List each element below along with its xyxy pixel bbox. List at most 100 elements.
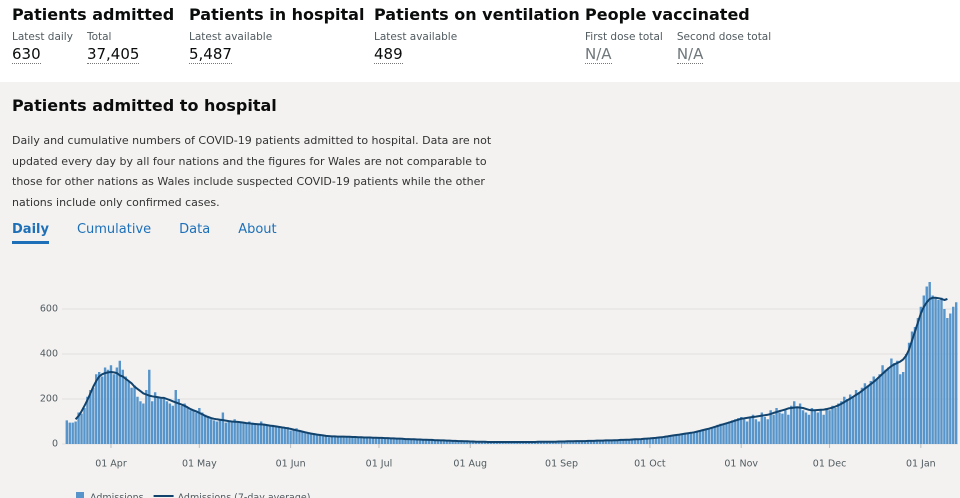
stat: People vaccinated First dose total N/A Seco… bbox=[585, 5, 771, 64]
bar bbox=[242, 422, 245, 444]
bar bbox=[127, 381, 130, 444]
bar bbox=[333, 436, 336, 444]
bar bbox=[592, 440, 596, 444]
bar bbox=[351, 436, 354, 444]
stat-label: Latest daily bbox=[12, 31, 73, 43]
bar bbox=[289, 430, 292, 444]
stat-value: 37,405 bbox=[86, 45, 140, 64]
bar bbox=[731, 420, 734, 444]
bar bbox=[795, 408, 799, 444]
bar bbox=[109, 365, 113, 444]
bar bbox=[439, 440, 443, 444]
bar bbox=[259, 421, 263, 444]
bar bbox=[215, 421, 219, 444]
bar bbox=[869, 381, 872, 444]
bar bbox=[625, 439, 628, 444]
bar bbox=[737, 418, 740, 444]
bar bbox=[221, 412, 225, 444]
y-tick-label: 200 bbox=[40, 394, 58, 405]
bar bbox=[819, 409, 822, 444]
stat-item: Total 37,405 bbox=[86, 30, 140, 64]
x-tick-label: 01 May bbox=[182, 459, 217, 470]
bar bbox=[707, 428, 711, 444]
bar bbox=[793, 401, 796, 444]
bar bbox=[922, 295, 925, 444]
bar bbox=[424, 439, 428, 444]
bar bbox=[448, 440, 451, 444]
x-tick-label: 01 Jan bbox=[906, 459, 936, 470]
tab[interactable]: About bbox=[238, 222, 277, 237]
stat-items: Latest available 5,487 bbox=[189, 30, 364, 64]
bar bbox=[554, 441, 557, 444]
stat-value: 5,487 bbox=[189, 45, 232, 64]
stat-title: Patients in hospital bbox=[189, 5, 365, 24]
bar bbox=[890, 358, 893, 444]
bar bbox=[728, 421, 731, 444]
bar bbox=[954, 302, 958, 444]
bar bbox=[371, 437, 375, 444]
bar bbox=[298, 430, 301, 444]
bar bbox=[457, 441, 460, 444]
bar bbox=[327, 437, 331, 444]
legend-label: Admissions bbox=[90, 493, 144, 498]
bar bbox=[239, 421, 242, 444]
bar bbox=[248, 421, 251, 444]
bar bbox=[666, 436, 669, 444]
bar bbox=[277, 427, 281, 444]
legend-label: Admissions (7-day average) bbox=[178, 493, 311, 498]
tab[interactable]: Data bbox=[179, 222, 211, 237]
bar bbox=[304, 431, 307, 444]
stat-label: Total bbox=[86, 31, 112, 43]
bar bbox=[569, 441, 572, 444]
bar bbox=[763, 417, 766, 444]
bar bbox=[628, 439, 631, 444]
bar bbox=[734, 419, 737, 444]
bar bbox=[695, 431, 699, 444]
bar bbox=[580, 440, 584, 444]
stat-title: Patients admitted bbox=[12, 5, 175, 24]
bar bbox=[80, 413, 83, 444]
bar bbox=[807, 414, 811, 444]
bar bbox=[148, 369, 151, 444]
bar bbox=[545, 441, 549, 444]
bar bbox=[928, 282, 931, 444]
bar bbox=[745, 421, 749, 444]
bar bbox=[566, 441, 569, 444]
bar bbox=[896, 360, 899, 444]
stat-label: First dose total bbox=[585, 31, 663, 43]
bar bbox=[153, 392, 157, 444]
tab[interactable]: Cumulative bbox=[76, 222, 152, 237]
bar bbox=[257, 424, 260, 444]
x-tick-label: 01 Jul bbox=[366, 459, 393, 470]
bar bbox=[560, 441, 563, 444]
bar bbox=[946, 318, 949, 444]
bar bbox=[907, 342, 911, 444]
bar bbox=[401, 439, 404, 444]
tab[interactable]: Daily bbox=[12, 222, 49, 244]
stat-label: Second dose total bbox=[676, 31, 772, 43]
bar bbox=[251, 422, 254, 444]
bar bbox=[421, 439, 425, 444]
bar bbox=[810, 408, 814, 444]
bar bbox=[480, 441, 484, 444]
bar bbox=[742, 419, 746, 444]
bar bbox=[310, 432, 313, 444]
bar bbox=[230, 421, 233, 444]
tabs: Daily Cumulative Data About bbox=[12, 222, 277, 244]
bar bbox=[651, 438, 655, 444]
bar bbox=[863, 383, 867, 444]
bar bbox=[607, 440, 610, 444]
bar bbox=[837, 403, 840, 444]
bar bbox=[872, 376, 875, 444]
bar bbox=[245, 423, 248, 444]
bar bbox=[389, 438, 392, 444]
x-tick-label: 01 Aug bbox=[453, 459, 487, 470]
bar bbox=[118, 360, 122, 444]
bar bbox=[183, 403, 186, 444]
y-tick-label: 400 bbox=[40, 349, 58, 360]
bar bbox=[769, 410, 772, 444]
bar bbox=[781, 413, 784, 444]
bar bbox=[345, 437, 348, 444]
bar bbox=[507, 442, 510, 444]
bar bbox=[931, 295, 934, 444]
